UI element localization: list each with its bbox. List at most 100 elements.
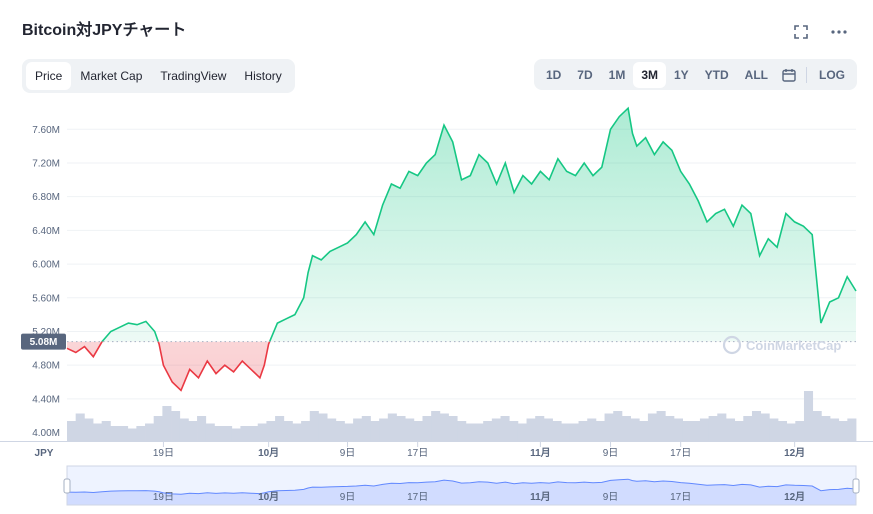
volume-bar — [309, 411, 319, 441]
volume-bar — [734, 421, 744, 441]
calendar-icon[interactable] — [776, 68, 802, 82]
y-tick-label: 7.20M — [32, 158, 60, 169]
volume-bar — [75, 413, 85, 441]
navigator-tick-label: 17日 — [670, 492, 691, 503]
volume-bar — [821, 416, 831, 441]
volume-bar — [803, 391, 814, 441]
volume-bar — [344, 423, 354, 441]
volume-bar — [795, 421, 805, 441]
range-divider — [806, 66, 807, 83]
volume-bar — [422, 416, 432, 441]
volume-bar — [829, 418, 840, 441]
range-all[interactable]: ALL — [744, 67, 768, 82]
volume-bars — [67, 391, 857, 441]
navigator-tick-label: 9日 — [603, 492, 619, 503]
volume-bar — [639, 421, 649, 441]
volume-bar — [457, 421, 467, 441]
volume-bar — [127, 428, 137, 441]
range-7d[interactable]: 7D — [577, 67, 593, 82]
navigator-tick-label: 9日 — [340, 492, 356, 503]
y-tick-label: 6.80M — [32, 192, 60, 203]
volume-bar — [691, 421, 701, 441]
volume-bar — [613, 411, 623, 441]
volume-bar — [240, 426, 250, 441]
range-1m[interactable]: 1M — [608, 67, 626, 82]
tab-history[interactable]: History — [244, 69, 282, 83]
volume-bar — [431, 411, 441, 441]
volume-bar — [769, 418, 779, 441]
tab-price[interactable]: Price — [26, 62, 72, 90]
navigator-handle[interactable] — [63, 478, 71, 494]
volume-bar — [847, 418, 857, 441]
watermark-text: CoinMarketCap — [746, 338, 841, 353]
volume-bar — [205, 423, 215, 441]
area-above-baseline — [102, 108, 856, 342]
volume-bar — [777, 421, 788, 441]
range-selector: 1D 7D 1M 3M 1Y YTD ALL LOG — [533, 59, 857, 90]
x-tick-label: 12月 — [784, 447, 805, 459]
range-1d[interactable]: 1D — [545, 67, 562, 82]
y-tick-label: 4.80M — [32, 361, 60, 372]
volume-bar — [465, 423, 475, 441]
x-tick-label: 9日 — [603, 448, 619, 459]
chart-tabs: Price Market Cap TradingView History — [22, 59, 295, 93]
navigator-tick-label: 17日 — [407, 492, 428, 503]
volume-bar — [327, 418, 337, 441]
y-tick-label: 5.20M — [32, 327, 60, 338]
volume-bar — [145, 423, 155, 441]
volume-bar — [283, 421, 293, 441]
price-line-up — [101, 106, 857, 342]
volume-bar — [743, 416, 753, 441]
volume-bar — [509, 421, 519, 441]
range-1y[interactable]: 1Y — [673, 67, 689, 82]
coinmarketcap-logo-icon — [722, 335, 742, 355]
volume-bar — [491, 418, 501, 441]
volume-bar — [231, 428, 241, 441]
price-line-down — [66, 341, 271, 392]
volume-bar — [812, 411, 822, 441]
volume-bar — [266, 421, 276, 441]
volume-bar — [387, 413, 397, 441]
price-area — [67, 108, 856, 391]
area-below-baseline — [67, 341, 856, 391]
tab-tradingview[interactable]: TradingView — [160, 69, 227, 83]
range-navigator[interactable]: 19日 10月 9日 17日 11月 9日 17日 12月 — [63, 465, 860, 506]
y-tick-label: 6.00M — [32, 260, 60, 271]
more-icon[interactable] — [829, 22, 849, 42]
volume-bar — [119, 426, 129, 441]
volume-bar — [179, 418, 189, 441]
volume-bar — [717, 413, 727, 441]
volume-bar — [699, 418, 710, 441]
volume-bar — [665, 416, 675, 441]
volume-bar — [751, 411, 762, 441]
y-tick-label: 4.40M — [32, 394, 60, 405]
expand-icon[interactable] — [791, 22, 811, 42]
volume-bar — [162, 406, 172, 441]
volume-bar — [379, 418, 389, 441]
y-tick-label: 7.60M — [32, 125, 60, 136]
currency-label: JPY — [35, 448, 54, 459]
range-3m[interactable]: 3M — [633, 61, 666, 88]
chart-title: Bitcoin対JPYチャート — [22, 22, 187, 39]
volume-bar — [656, 411, 666, 441]
navigator-tick-label: 10月 — [258, 491, 279, 503]
volume-bar — [188, 421, 198, 441]
current-price-label: 5.08M — [30, 337, 58, 348]
volume-bar — [335, 421, 345, 441]
volume-bar — [725, 418, 736, 441]
y-tick-label: 4.00M — [32, 428, 60, 439]
range-ytd[interactable]: YTD — [704, 67, 729, 82]
y-tick-label: 5.60M — [32, 293, 60, 304]
log-toggle[interactable]: LOG — [819, 67, 845, 82]
y-tick-label: 6.40M — [32, 226, 60, 237]
volume-bar — [318, 413, 328, 441]
volume-bar — [275, 416, 285, 441]
volume-bar — [474, 423, 484, 441]
volume-bar — [561, 423, 571, 441]
volume-bar — [535, 416, 545, 441]
navigator-handle[interactable] — [852, 478, 860, 494]
tab-market-cap[interactable]: Market Cap — [80, 69, 143, 83]
x-tick-label: 10月 — [258, 447, 279, 459]
volume-bar — [292, 423, 302, 441]
